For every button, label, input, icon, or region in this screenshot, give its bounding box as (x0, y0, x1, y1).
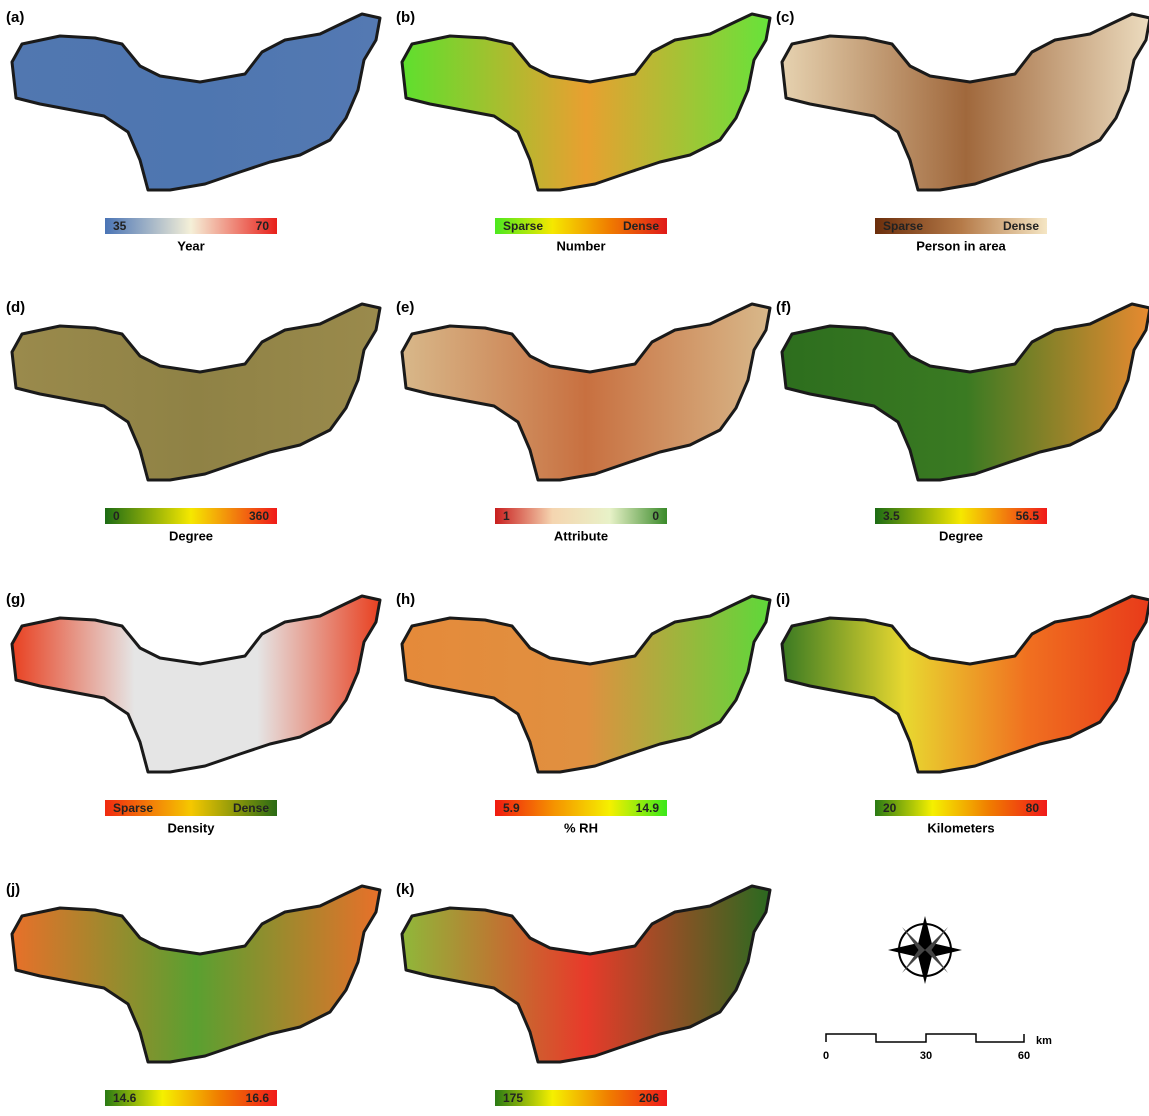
scale-label: 30 (920, 1050, 932, 1062)
panel-label: (d) (6, 299, 25, 316)
figure: 0 30 60 km (a) 35 70 Year (b) Sparse Dense Numb… (0, 0, 1149, 1111)
legend-max: 80 (1026, 801, 1040, 815)
legend-min: 35 (113, 219, 127, 233)
panel: (a) 35 70 Year (6, 9, 380, 253)
panel: (i) 20 80 Kilometers (776, 591, 1149, 835)
panel: (k)175206Degree (396, 881, 770, 1111)
region-map (402, 14, 770, 190)
region-map (12, 14, 380, 190)
legend-min: 14.6 (113, 1091, 137, 1105)
panel: (g) Sparse Dense Density (6, 591, 380, 835)
panel-label: (k) (396, 881, 414, 898)
scale-unit: km (1036, 1035, 1052, 1047)
panel-label: (f) (776, 299, 791, 316)
legend-max: 56.5 (1016, 509, 1040, 523)
region-map (12, 886, 380, 1062)
panel: (d) 0 360 Degree (6, 299, 380, 543)
legend-min: 5.9 (503, 801, 520, 815)
legend-bar (495, 508, 667, 524)
legend-title: Person in area (916, 238, 1006, 253)
legend-title: Year (177, 238, 204, 253)
panel-label: (h) (396, 591, 415, 608)
region-map (782, 304, 1149, 480)
compass (888, 916, 962, 984)
panel-label: (g) (6, 591, 25, 608)
legend-max: 206 (639, 1091, 659, 1105)
region-map (12, 596, 380, 772)
legend-title: % RH (564, 820, 598, 835)
legend-title: Number (556, 238, 605, 253)
panel: (f) 3.5 56.5 Degree (776, 299, 1149, 543)
legend-min: Sparse (113, 801, 153, 815)
scale-bar (826, 1034, 1024, 1042)
region-map (782, 14, 1149, 190)
legend-max: 0 (652, 509, 659, 523)
panel: (c) Sparse Dense Person in area (776, 9, 1149, 253)
legend-max: Dense (623, 219, 659, 233)
legend-max: 14.9 (636, 801, 660, 815)
panel-label: (b) (396, 9, 415, 26)
legend-min: 0 (113, 509, 120, 523)
legend-min: Sparse (503, 219, 543, 233)
panel: (e) 1 0 Attribute (396, 299, 770, 543)
legend-bar (105, 218, 277, 234)
legend-title: Attribute (554, 528, 608, 543)
legend-min: 20 (883, 801, 897, 815)
legend-title: Density (168, 820, 216, 835)
panel-label: (i) (776, 591, 790, 608)
legend-max: Dense (1003, 219, 1039, 233)
scale-label: 60 (1018, 1050, 1030, 1062)
legend-min: Sparse (883, 219, 923, 233)
region-map (782, 596, 1149, 772)
legend-min: 175 (503, 1091, 523, 1105)
panel: (j)14.616.6Km/h (6, 881, 380, 1111)
region-map (402, 304, 770, 480)
region-map (402, 596, 770, 772)
region-map (12, 304, 380, 480)
legend-min: 1 (503, 509, 510, 523)
scale-label: 0 (823, 1050, 829, 1062)
legend-max: 70 (256, 219, 270, 233)
legend-title: Degree (939, 528, 983, 543)
legend-min: 3.5 (883, 509, 900, 523)
panel: (b) Sparse Dense Number (396, 9, 770, 253)
legend-max: Dense (233, 801, 269, 815)
panel-label: (j) (6, 881, 20, 898)
legend-title: Degree (169, 528, 213, 543)
legend-title: Kilometers (927, 820, 994, 835)
legend-bar (875, 800, 1047, 816)
panel-label: (e) (396, 299, 414, 316)
panel: (h) 5.9 14.9 % RH (396, 591, 770, 835)
region-map (402, 886, 770, 1062)
legend-max: 16.6 (246, 1091, 270, 1105)
panel-label: (a) (6, 9, 24, 26)
legend-max: 360 (249, 509, 269, 523)
panel-label: (c) (776, 9, 794, 26)
